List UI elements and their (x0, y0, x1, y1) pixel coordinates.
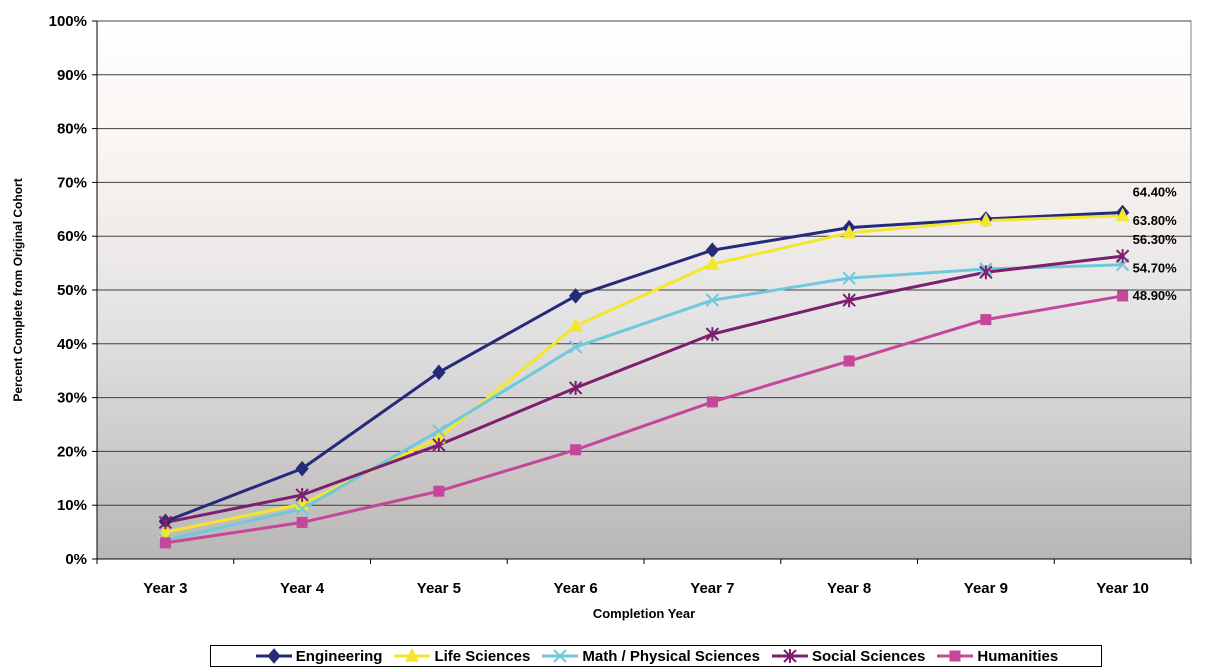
x-tick-label: Year 3 (143, 580, 187, 597)
data-point-math-physical-sciences (842, 271, 856, 285)
x-tick-label: Year 4 (280, 580, 325, 597)
y-tick-label: 40% (57, 336, 87, 353)
data-point-humanities (570, 444, 582, 456)
x-tick-label: Year 8 (827, 580, 871, 597)
data-point-social-sciences (568, 380, 583, 395)
y-tick-label: 20% (57, 443, 87, 460)
x-tick-label: Year 7 (690, 580, 734, 597)
series-markers (158, 204, 1130, 549)
gridlines (92, 20, 1191, 560)
x-tick-label: Year 10 (1096, 580, 1149, 597)
data-label-life-sciences: 63.80% (1133, 213, 1178, 228)
end-data-labels: 64.40% 63.80% 54.70% 56.30% 48.90% (1133, 185, 1178, 303)
legend-item-life-sciences: Life Sciences (392, 647, 530, 665)
data-point-math-physical-sciences (295, 502, 309, 516)
legend-label: Humanities (977, 647, 1059, 665)
legend-item-social-sciences: Social Sciences (770, 647, 925, 665)
data-label-humanities: 48.90% (1133, 288, 1178, 303)
data-label-engineering: 64.40% (1133, 185, 1178, 200)
y-tick-labels: 0% 10% 20% 30% 40% 50% 60% 70% 80% 90% 100% (49, 13, 87, 568)
legend-swatch-life-sciences (394, 647, 431, 662)
data-point-math-physical-sciences (705, 293, 720, 307)
data-label-social-sciences: 56.30% (1133, 232, 1178, 247)
y-tick-label: 70% (57, 174, 87, 191)
legend-label: Math / Physical Sciences (582, 647, 760, 665)
series-line-math-physical-sciences (165, 263, 1123, 542)
legend-swatch-math-physical-sciences (542, 649, 579, 663)
chart-canvas: 0% 10% 20% 30% 40% 50% 60% 70% 80% 90% 100% Year 3… (11, 13, 1192, 621)
x-tick-label: Year 6 (554, 580, 598, 597)
data-point-social-sciences (842, 293, 856, 308)
series-line-engineering (164, 211, 1123, 523)
data-point-life-sciences (979, 212, 993, 227)
legend-swatch-social-sciences (771, 649, 808, 663)
legend-swatch-engineering (255, 648, 292, 664)
legend-swatch-humanities (937, 650, 974, 662)
legend-item-math-physical-sciences: Math / Physical Sciences (540, 647, 760, 665)
data-point-social-sciences (295, 487, 309, 502)
axes (96, 21, 1192, 564)
y-axis-title: Percent Complete from Original Cohort (11, 178, 25, 401)
data-point-math-physical-sciences (568, 340, 583, 354)
data-point-life-sciences (842, 224, 856, 239)
data-point-humanities (159, 537, 171, 549)
y-tick-label: 90% (57, 67, 87, 84)
x-tick-label: Year 9 (964, 580, 1008, 597)
y-tick-label: 50% (57, 282, 87, 299)
data-point-life-sciences (158, 523, 173, 538)
data-point-social-sciences (979, 265, 993, 280)
legend-label: Life Sciences (434, 647, 531, 665)
data-point-life-sciences (1115, 207, 1130, 222)
data-point-humanities (980, 314, 992, 326)
data-point-life-sciences (568, 317, 583, 332)
legend-label: Engineering (295, 647, 383, 665)
y-tick-label: 60% (57, 228, 87, 245)
y-tick-label: 100% (49, 13, 87, 30)
data-point-humanities (296, 516, 308, 528)
y-tick-label: 30% (57, 390, 87, 407)
data-point-engineering (568, 288, 583, 304)
data-point-social-sciences (432, 437, 446, 452)
legend-label: Social Sciences (811, 647, 926, 665)
data-point-life-sciences (705, 256, 720, 270)
data-point-humanities (433, 485, 445, 497)
x-tick-labels: Year 3 Year 4 Year 5 Year 6 Year 7 Year 8 Year… (143, 580, 1149, 597)
data-label-math-physical-sciences: 54.70% (1133, 261, 1178, 276)
y-tick-label: 10% (57, 497, 87, 514)
data-point-humanities (706, 396, 718, 408)
data-point-engineering (432, 364, 446, 381)
data-point-math-physical-sciences (432, 424, 446, 438)
x-tick-label: Year 5 (417, 580, 461, 597)
data-point-engineering (295, 460, 309, 477)
data-point-social-sciences (1115, 249, 1130, 264)
data-point-humanities (1117, 290, 1129, 302)
series-lines (164, 211, 1123, 545)
y-tick-label: 80% (57, 121, 87, 138)
legend: Engineering Life Sciences Math / Physical … (210, 645, 1102, 667)
series-line-social-sciences (165, 254, 1123, 524)
data-point-humanities (843, 355, 855, 367)
series-line-humanities (165, 294, 1123, 545)
data-point-social-sciences (705, 327, 720, 342)
data-point-social-sciences (158, 515, 173, 530)
legend-item-engineering: Engineering (254, 647, 383, 665)
x-axis-title: Completion Year (593, 606, 695, 621)
y-tick-label: 0% (65, 551, 87, 568)
series-line-life-sciences (165, 214, 1123, 534)
legend-item-humanities: Humanities (935, 647, 1058, 665)
